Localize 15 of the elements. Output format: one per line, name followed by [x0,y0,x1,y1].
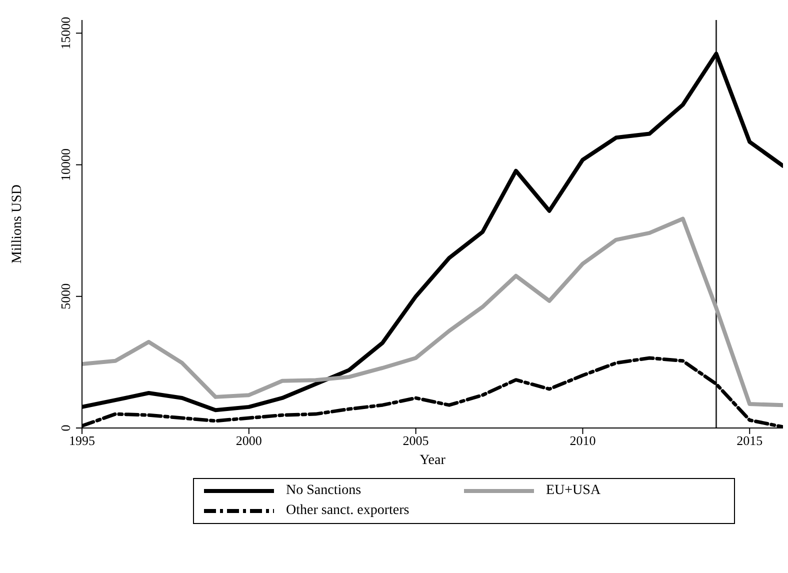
x-tick-label: 2010 [570,433,596,448]
y-axis-title: Millions USD [10,184,25,264]
x-tick-label: 1995 [69,433,95,448]
x-tick-label: 2000 [236,433,262,448]
y-tick-label: 15000 [58,16,73,50]
y-tick-label: 10000 [58,148,73,182]
x-tick-label: 2015 [736,433,763,448]
x-axis-title: Year [420,453,446,468]
y-tick-label: 5000 [58,283,73,310]
line-series [82,216,783,408]
x-tick-label: 2005 [402,433,429,448]
legend-label: Other sanct. exporters [286,503,410,519]
legend-label: No Sanctions [286,483,362,499]
legend-label: EU+USA [546,483,601,499]
y-tick-label: 0 [58,424,73,432]
